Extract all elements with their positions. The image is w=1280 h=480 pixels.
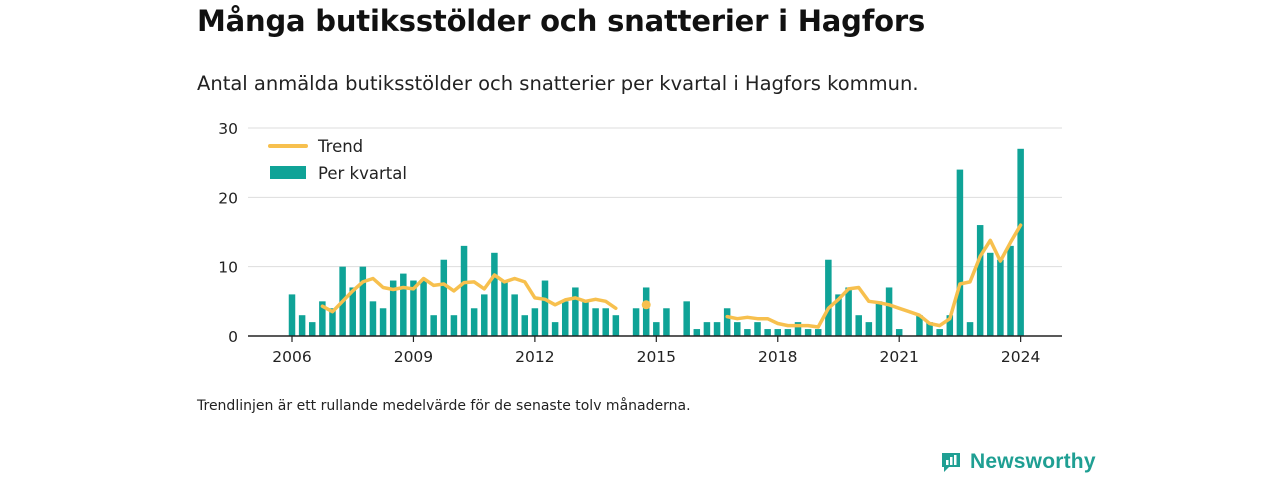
bar	[349, 287, 356, 336]
x-tick-label: 2018	[758, 348, 797, 366]
bar	[389, 280, 397, 336]
bar	[319, 301, 326, 336]
trend-line	[320, 273, 618, 314]
bar	[329, 308, 336, 336]
bar	[713, 322, 721, 336]
bar	[885, 287, 893, 336]
bar	[430, 315, 437, 336]
bar	[379, 308, 387, 336]
bar	[460, 245, 468, 336]
bar	[865, 322, 873, 336]
bar	[683, 301, 690, 336]
bar	[804, 329, 812, 336]
bar	[592, 308, 599, 336]
bar	[855, 315, 862, 336]
bar	[987, 252, 994, 336]
x-tick-label: 2024	[1001, 348, 1040, 366]
bar	[764, 329, 771, 336]
brand-name: Newsworthy	[970, 450, 1096, 473]
bar	[612, 315, 620, 336]
bar	[835, 294, 842, 336]
bar	[744, 329, 751, 336]
chart: 0 10 20 30 2006 2009 2012 2015 2018 2021 2024 Tre…	[218, 120, 1062, 366]
x-axis: 2006 2009 2012 2015 2018 2021 2024	[248, 335, 1062, 366]
x-tick-label: 2009	[394, 348, 433, 366]
bar	[693, 329, 701, 336]
bar	[703, 322, 711, 336]
bar	[491, 252, 498, 336]
bar	[825, 259, 832, 336]
chart-title: Många butiksstölder och snatterier i Hag…	[197, 4, 926, 38]
brand-logo[interactable]: Newsworthy	[940, 450, 1096, 474]
y-tick-label: 20	[218, 189, 238, 207]
bar	[410, 280, 417, 336]
chart-subtitle: Antal anmälda butiksstölder och snatteri…	[197, 72, 919, 95]
bar	[845, 287, 852, 336]
bar	[653, 322, 660, 336]
y-tick-label: 30	[218, 120, 238, 138]
bar	[541, 280, 549, 336]
bar	[298, 315, 306, 336]
bar	[531, 308, 539, 336]
bar	[481, 294, 488, 336]
bar	[966, 322, 974, 336]
bar	[511, 294, 518, 336]
x-tick-label: 2006	[272, 348, 311, 366]
trend-line	[725, 223, 1023, 329]
bar	[561, 301, 569, 336]
bar	[632, 308, 640, 336]
bar	[420, 280, 427, 336]
y-tick-label: 0	[228, 328, 238, 346]
bar	[784, 329, 792, 336]
bar	[642, 287, 650, 336]
bar	[723, 308, 731, 336]
bar	[814, 329, 822, 336]
bar	[288, 294, 296, 336]
bar	[976, 225, 984, 336]
x-tick-label: 2015	[637, 348, 676, 366]
legend-bar-swatch	[270, 166, 306, 179]
trend-series	[320, 223, 1023, 329]
bar	[308, 322, 316, 336]
bar	[936, 329, 943, 336]
bar	[551, 322, 559, 336]
bar	[946, 315, 954, 336]
bar	[875, 301, 883, 336]
bar	[582, 301, 589, 336]
bar	[956, 169, 964, 336]
bar	[663, 308, 670, 336]
y-tick-label: 10	[218, 259, 238, 277]
legend: Trend Per kvartal	[268, 137, 407, 183]
bar	[450, 315, 458, 336]
bar	[602, 308, 609, 336]
trend-point	[641, 300, 651, 310]
bar	[754, 322, 761, 336]
bar	[926, 322, 933, 336]
bar	[794, 322, 802, 336]
bar	[400, 273, 407, 336]
legend-trend-label: Trend	[317, 137, 363, 156]
legend-bar-label: Per kvartal	[318, 164, 407, 183]
bar	[572, 287, 579, 336]
y-axis-ticks: 0 10 20 30	[218, 120, 238, 346]
bar	[501, 280, 508, 336]
grid-lines	[248, 127, 1062, 268]
bar	[470, 308, 478, 336]
x-tick-label: 2012	[515, 348, 554, 366]
x-tick-label: 2021	[879, 348, 918, 366]
bar	[369, 301, 377, 336]
bar	[440, 259, 448, 336]
newsworthy-logo-icon	[942, 453, 960, 472]
bar-series	[288, 148, 1024, 336]
bar	[1017, 148, 1024, 336]
bar	[895, 329, 903, 336]
bar	[997, 259, 1004, 336]
bar	[734, 322, 741, 336]
footnote: Trendlinjen är ett rullande medelvärde f…	[197, 398, 691, 414]
bar	[774, 329, 782, 336]
bar	[359, 266, 367, 336]
bar	[521, 315, 529, 336]
bar	[916, 315, 923, 336]
bar	[1007, 245, 1014, 336]
